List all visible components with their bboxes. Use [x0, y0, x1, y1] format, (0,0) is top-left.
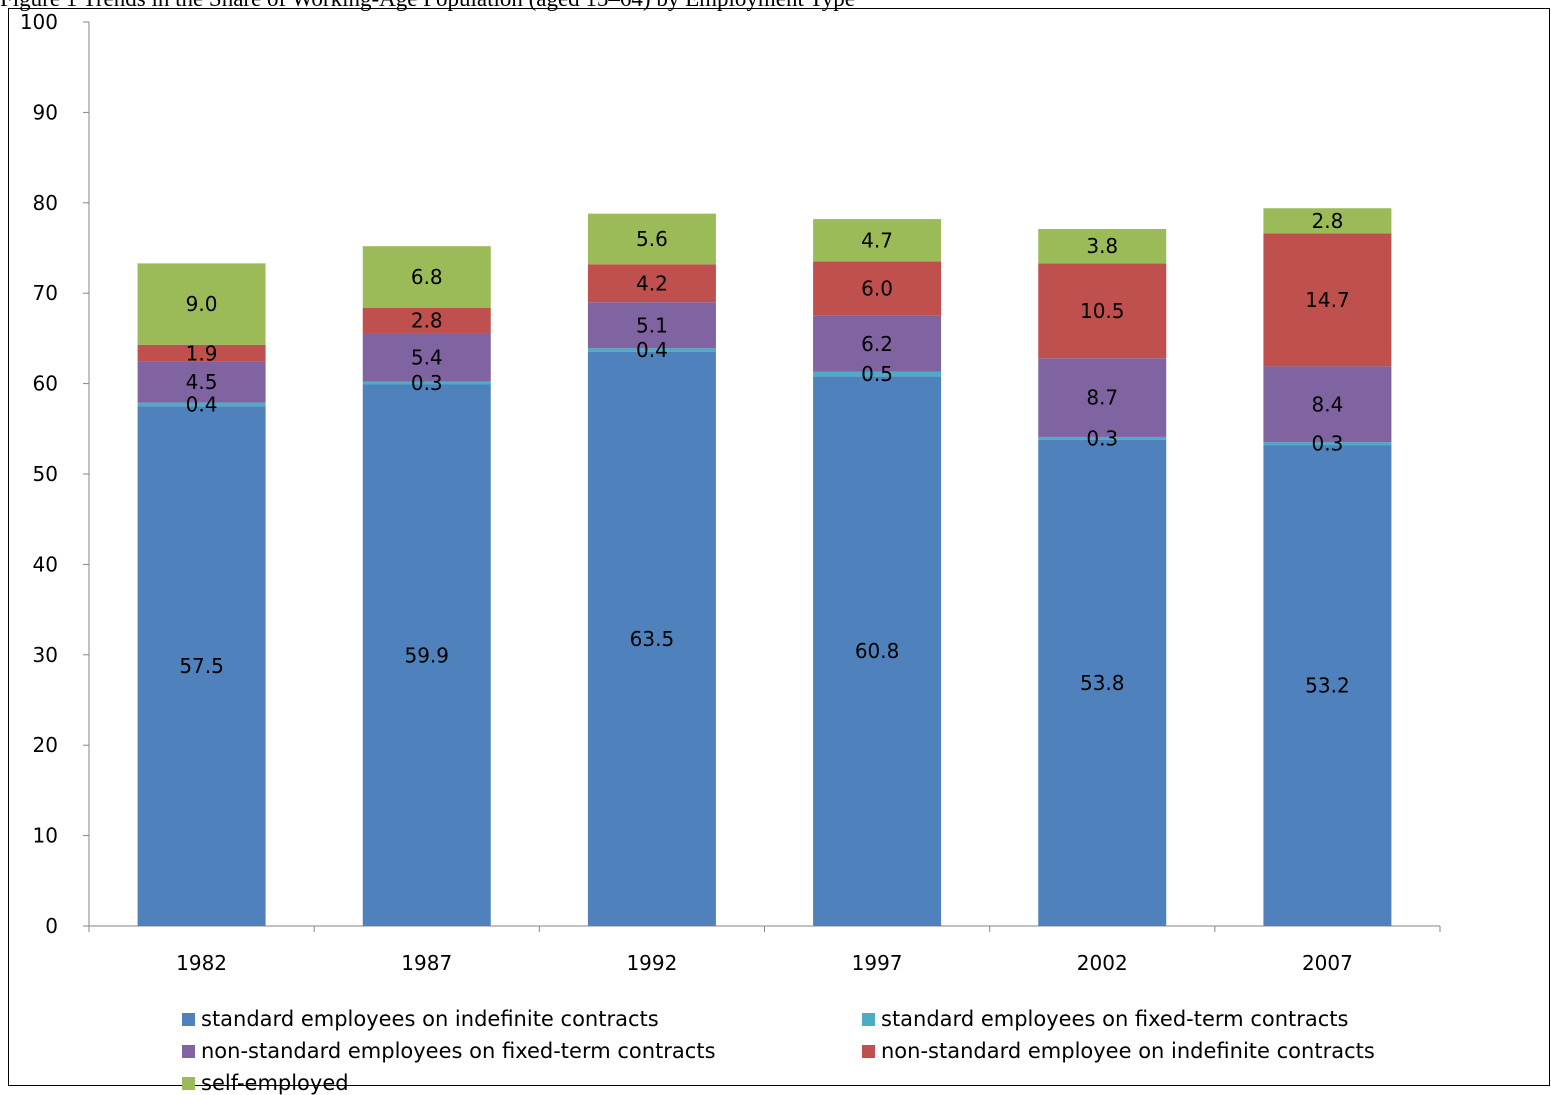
x-tick-label: 1982	[176, 951, 227, 975]
y-tick-label: 10	[33, 824, 58, 848]
bar-segment	[587, 213, 716, 265]
legend-item: non-standard employees on fixed-term con…	[182, 1039, 716, 1063]
data-label: 4.2	[636, 271, 668, 295]
bar-segment	[137, 406, 266, 926]
data-label: 8.7	[1086, 386, 1118, 410]
data-label: 14.7	[1305, 288, 1350, 312]
legend-item: self-employed	[182, 1071, 349, 1095]
data-label: 4.7	[861, 228, 893, 252]
data-label: 6.0	[861, 277, 893, 301]
bar-segment	[362, 381, 491, 385]
bar-segment	[587, 348, 716, 352]
bar-segment	[362, 384, 491, 926]
bar-segment	[1263, 366, 1392, 443]
x-tick-label: 2007	[1302, 951, 1353, 975]
data-label: 53.2	[1305, 674, 1350, 698]
legend-swatch	[182, 1044, 195, 1058]
data-label: 60.8	[855, 639, 900, 663]
data-label: 5.4	[411, 345, 443, 369]
data-label: 53.8	[1080, 671, 1125, 695]
y-tick-label: 80	[33, 191, 58, 215]
bar-segment	[1263, 445, 1392, 926]
bar-segment	[362, 246, 491, 308]
bar-segment	[362, 307, 491, 333]
data-label: 9.0	[186, 292, 218, 316]
bar-segment	[813, 261, 942, 316]
data-label: 0.4	[186, 392, 218, 416]
legend-swatch	[182, 1012, 195, 1026]
y-tick-label: 60	[33, 372, 58, 396]
data-label: 2.8	[411, 308, 443, 332]
bar-segment	[813, 315, 942, 372]
bar-segment	[1038, 229, 1167, 264]
y-tick-label: 30	[33, 643, 58, 667]
legend-swatch	[182, 1076, 195, 1090]
figure-caption: Figure 1 Trends in the Share of Working-…	[0, 0, 855, 12]
data-label: 0.3	[1086, 426, 1118, 450]
data-label: 10.5	[1080, 299, 1125, 323]
data-label: 0.3	[1312, 432, 1344, 456]
bar-segment	[813, 376, 942, 926]
bar-segment	[362, 332, 491, 382]
x-tick-label: 2002	[1077, 951, 1128, 975]
bar-segment	[137, 263, 266, 345]
y-tick-label: 20	[33, 733, 58, 757]
bar-segment	[813, 371, 942, 377]
bar-segment	[1038, 358, 1167, 437]
legend-label: non-standard employee on indefinite cont…	[881, 1039, 1375, 1063]
bar-segment	[587, 264, 716, 303]
legend-label: standard employees on fixed-term contrac…	[881, 1007, 1349, 1031]
data-label: 8.4	[1312, 392, 1344, 416]
legend-item: non-standard employee on indefinite cont…	[862, 1039, 1375, 1063]
data-label: 2.8	[1312, 209, 1344, 233]
x-tick-label: 1997	[852, 951, 903, 975]
data-label: 5.1	[636, 313, 668, 337]
x-tick-label: 1992	[626, 951, 677, 975]
y-tick-label: 0	[45, 914, 58, 938]
legend-item: standard employees on indefinite contrac…	[182, 1007, 659, 1031]
data-label: 0.5	[861, 362, 893, 386]
data-label: 6.2	[861, 332, 893, 356]
data-label: 6.8	[411, 265, 443, 289]
data-label: 4.5	[186, 370, 218, 394]
y-tick-label: 50	[33, 462, 58, 486]
y-tick-label: 70	[33, 281, 58, 305]
bar-segment	[1263, 208, 1392, 234]
y-tick-label: 90	[33, 100, 58, 124]
bar-segment	[587, 302, 716, 349]
bar-segment	[137, 361, 266, 403]
bar-segment	[1038, 263, 1167, 359]
data-label: 5.6	[636, 227, 668, 251]
bar-segment	[137, 344, 266, 362]
bar-segment	[137, 402, 266, 407]
y-tick-label: 40	[33, 552, 58, 576]
bar-segment	[813, 219, 942, 262]
data-label: 1.9	[186, 341, 218, 365]
data-label: 59.9	[404, 643, 449, 667]
legend-swatch	[862, 1012, 875, 1026]
bar-segment	[587, 351, 716, 927]
data-label: 3.8	[1086, 234, 1118, 258]
bar-segment	[1038, 439, 1167, 926]
legend-item: standard employees on fixed-term contrac…	[862, 1007, 1348, 1031]
data-label: 0.3	[411, 371, 443, 395]
bar-segment	[1263, 233, 1392, 367]
data-label: 63.5	[630, 627, 675, 651]
legend-label: non-standard employees on fixed-term con…	[201, 1039, 716, 1063]
bar-segment	[1038, 436, 1167, 440]
bar-segment	[1263, 442, 1392, 446]
legend-swatch	[862, 1044, 875, 1058]
data-label: 57.5	[179, 654, 224, 678]
x-tick-label: 1987	[401, 951, 452, 975]
chart-frame	[8, 8, 1550, 1086]
y-tick-label: 100	[20, 10, 58, 34]
data-label: 0.4	[636, 338, 668, 362]
legend-label: self-employed	[201, 1071, 349, 1095]
legend-label: standard employees on indefinite contrac…	[201, 1007, 659, 1031]
